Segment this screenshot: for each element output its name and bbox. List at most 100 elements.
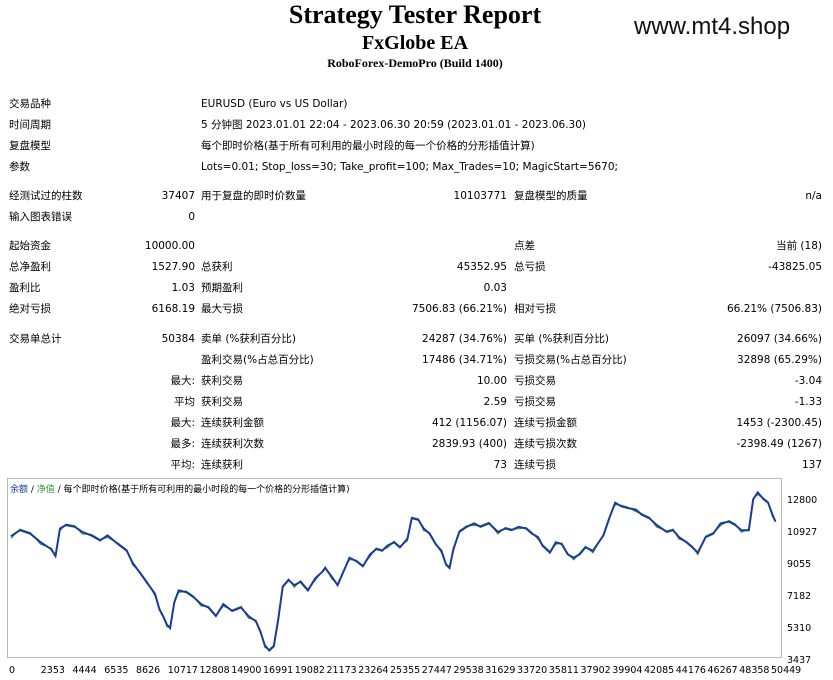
legend-separator: /: [54, 485, 64, 495]
x-tick-label: 23264: [358, 665, 388, 676]
avg2-prefix: 平均:: [170, 459, 195, 471]
total-trades-value: 50384: [161, 333, 195, 345]
avg-loss-value: -1.33: [794, 396, 822, 408]
x-tick-label: 44176: [676, 665, 706, 676]
legend-separator: /: [28, 485, 37, 495]
abs-drawdown-label: 绝对亏损: [9, 303, 51, 315]
loss-trades-value: 32898 (65.29%): [737, 354, 822, 366]
max-prefix: 最大:: [170, 417, 195, 429]
profit-factor-label: 盈利比: [9, 282, 41, 294]
gross-profit-label: 总获利: [201, 261, 233, 273]
cons-losses-count-value: -2398.49 (1267): [736, 438, 822, 450]
profit-factor-value: 1.03: [171, 282, 195, 294]
x-tick-label: 25355: [390, 665, 420, 676]
cons-losses-amount-label: 连续亏损金额: [514, 417, 577, 429]
period-label: 时间周期: [9, 119, 51, 131]
params-value: Lots=0.01; Stop_loss=30; Take_profit=100…: [201, 161, 619, 173]
y-tick-label: 5310: [787, 623, 811, 634]
net-profit-value: 1527.90: [151, 261, 195, 273]
cons-wins-amount-value: 412 (1156.07): [432, 417, 507, 429]
x-tick-label: 39904: [612, 665, 642, 676]
cons-losses-amount-value: 1453 (-2300.45): [736, 417, 822, 429]
max-drawdown-label: 最大亏损: [201, 303, 243, 315]
cons-losses-count-label: 连续亏损次数: [514, 438, 577, 450]
legend-balance: 余额: [10, 485, 29, 495]
x-tick-label: 12808: [200, 665, 230, 676]
average-prefix: 平均: [174, 396, 195, 408]
legend-model: 每个即时价格(基于所有可利用的最小时段的每一个价格的分形插值计算): [63, 485, 350, 495]
short-positions-value: 24287 (34.76%): [422, 333, 507, 345]
x-axis-ticks: 0 2353 4444 6535 8626 10717 12808 14900 16991 190…: [9, 665, 801, 676]
x-tick-label: 46267: [708, 665, 738, 676]
short-positions-label: 卖单 (%获利百分比): [201, 333, 297, 345]
quality-label: 复盘模型的质量: [514, 190, 588, 202]
gross-loss-value: -43825.05: [768, 261, 822, 273]
cons-wins-count-label: 连续获利次数: [201, 438, 264, 450]
gross-loss-label: 总亏损: [514, 261, 546, 273]
chart-frame: [7, 478, 782, 658]
ticks-label: 用于复盘的即时价数量: [201, 190, 306, 202]
x-tick-label: 19082: [295, 665, 325, 676]
largest-prefix: 最大:: [170, 375, 195, 387]
x-tick-label: 42085: [644, 665, 674, 676]
cons-wins-amount-label: 连续获利金额: [201, 417, 264, 429]
legend-equity: 净值: [36, 485, 55, 495]
payoff-label: 预期盈利: [201, 282, 243, 294]
balance-line: [10, 490, 777, 652]
x-tick-label: 0: [9, 665, 15, 676]
long-positions-value: 26097 (34.66%): [737, 333, 822, 345]
period-value: 5 分钟图 2023.01.01 22:04 - 2023.06.30 20:5…: [201, 119, 586, 131]
largest-loss-label: 亏损交易: [514, 375, 556, 387]
x-tick-label: 16991: [263, 665, 293, 676]
x-tick-label: 6535: [104, 665, 128, 676]
x-tick-label: 2353: [41, 665, 65, 676]
rel-drawdown-value: 66.21% (7506.83): [727, 303, 822, 315]
gross-profit-value: 45352.95: [456, 261, 507, 273]
largest-profit-label: 获利交易: [201, 375, 243, 387]
largest-loss-value: -3.04: [794, 375, 822, 387]
spread-value: 当前 (18): [776, 240, 822, 252]
watermark-text: www.mt4.shop: [634, 13, 791, 40]
symbol-label: 交易品种: [9, 98, 51, 110]
avg-cons-wins-value: 73: [493, 459, 507, 471]
loss-trades-label: 亏损交易(%占总百分比): [514, 354, 627, 366]
y-tick-label: 3437: [787, 655, 811, 666]
avg-cons-wins-label: 连续获利: [201, 459, 243, 471]
x-tick-label: 14900: [231, 665, 261, 676]
profit-trades-label: 盈利交易(%占总百分比): [201, 354, 314, 366]
y-tick-label: 9055: [787, 559, 811, 570]
max-drawdown-value: 7506.83 (66.21%): [412, 303, 507, 315]
rel-drawdown-label: 相对亏损: [514, 303, 556, 315]
avg-profit-value: 2.59: [483, 396, 507, 408]
balance-chart: 12800 10927 9055 7182 5310 3437 0 2353 4444 6535…: [9, 490, 817, 676]
x-tick-label: 10717: [168, 665, 198, 676]
y-axis-ticks: 12800 10927 9055 7182 5310 3437: [787, 495, 817, 666]
model-label: 复盘模型: [9, 140, 51, 152]
avg-cons-losses-value: 137: [801, 459, 822, 471]
server-build: RoboForex-DemoPro (Build 1400): [327, 56, 503, 70]
long-positions-label: 买单 (%获利百分比): [514, 333, 610, 345]
model-value: 每个即时价格(基于所有可利用的最小时段的每一个价格的分形插值计算): [201, 140, 535, 152]
ticks-value: 10103771: [453, 190, 507, 202]
deposit-value: 10000.00: [144, 240, 195, 252]
y-tick-label: 7182: [787, 591, 811, 602]
x-tick-label: 35811: [549, 665, 579, 676]
x-tick-label: 37902: [581, 665, 611, 676]
net-profit-label: 总净盈利: [9, 261, 51, 273]
y-tick-label: 10927: [787, 527, 817, 538]
x-tick-label: 48358: [739, 665, 769, 676]
x-tick-label: 31629: [485, 665, 515, 676]
avg-cons-losses-label: 连续亏损: [514, 459, 556, 471]
x-tick-label: 8626: [136, 665, 160, 676]
x-tick-label: 4444: [73, 665, 97, 676]
x-tick-label: 50449: [771, 665, 801, 676]
abs-drawdown-value: 6168.19: [151, 303, 195, 315]
bars-value: 37407: [161, 190, 195, 202]
expert-name: FxGlobe EA: [361, 32, 469, 54]
params-label: 参数: [9, 161, 30, 173]
cons-wins-count-value: 2839.93 (400): [432, 438, 507, 450]
x-tick-label: 21173: [327, 665, 357, 676]
quality-value: n/a: [805, 190, 822, 202]
avg-profit-label: 获利交易: [201, 396, 243, 408]
x-tick-label: 27447: [422, 665, 452, 676]
